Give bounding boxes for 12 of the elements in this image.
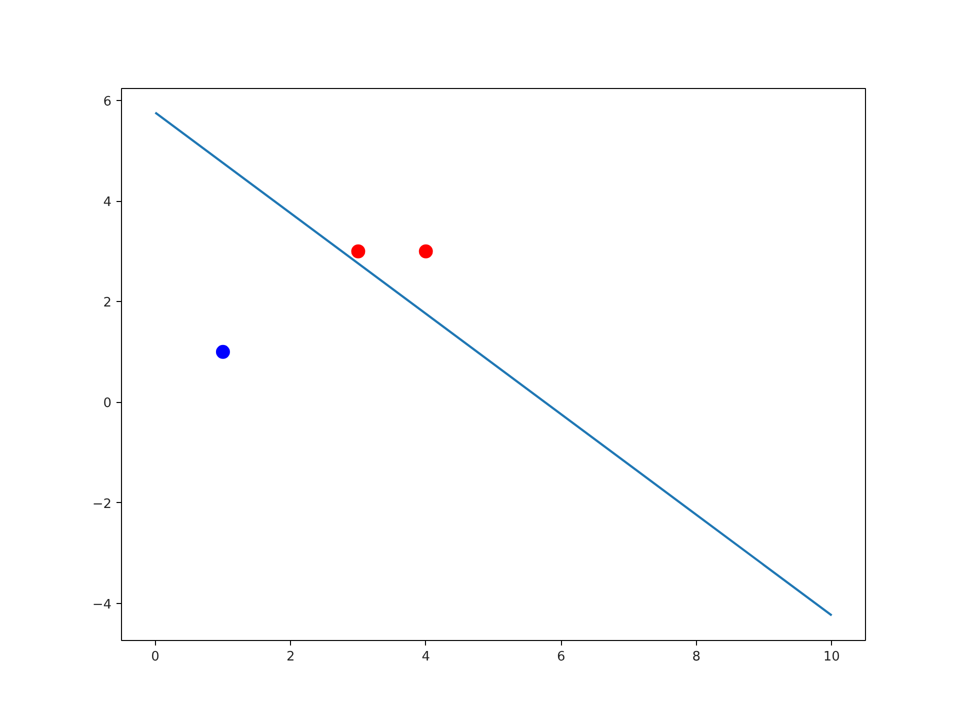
y-tick-label: 0 <box>103 396 112 412</box>
y-tick-label: −4 <box>92 597 112 612</box>
x-tick-label: 0 <box>151 650 160 664</box>
y-tick-label: 6 <box>103 94 112 110</box>
x-tick-label: 6 <box>557 650 566 664</box>
x-tick-label: 10 <box>823 650 840 664</box>
y-tick-label: 4 <box>103 195 112 210</box>
x-tick-label: 2 <box>286 650 295 664</box>
y-tick-label: 2 <box>103 296 112 311</box>
x-tick-label: 4 <box>422 650 430 664</box>
x-tick-label: 8 <box>692 650 701 664</box>
y-tick-label: −2 <box>92 496 112 512</box>
